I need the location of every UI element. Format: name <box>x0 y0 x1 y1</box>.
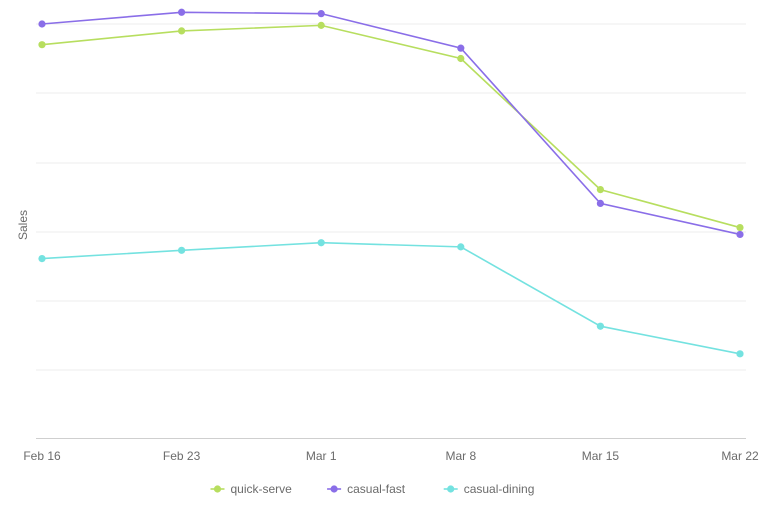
data-point <box>317 239 325 247</box>
data-point <box>596 322 605 330</box>
data-point <box>736 230 744 239</box>
x-tick-label: Feb 16 <box>23 449 61 463</box>
x-axis-ticks: Feb 16 Feb 23 Mar 1 Mar 8 Mar 15 Mar 22 <box>23 449 759 463</box>
data-point <box>178 27 186 35</box>
data-point <box>457 44 465 52</box>
y-axis-label: Sales <box>16 210 30 240</box>
legend-label: casual-dining <box>464 482 535 496</box>
data-point <box>596 186 605 194</box>
legend-swatch-marker <box>330 485 338 493</box>
legend-item-casual-dining: casual-dining <box>443 482 535 496</box>
data-point <box>736 350 744 358</box>
series-casual-fast <box>38 8 744 239</box>
series-quick-serve <box>38 21 744 232</box>
legend-label: casual-fast <box>347 482 406 496</box>
data-point <box>596 199 605 207</box>
data-point <box>736 223 744 232</box>
data-point <box>38 255 46 263</box>
x-tick-label: Mar 15 <box>582 449 620 463</box>
data-point <box>457 54 465 63</box>
x-tick-label: Mar 22 <box>721 449 759 463</box>
data-point <box>317 21 325 29</box>
data-point <box>457 243 465 251</box>
series-line <box>41 24 741 229</box>
data-point <box>38 41 46 49</box>
data-point <box>317 10 325 18</box>
legend-label: quick-serve <box>231 482 293 496</box>
x-tick-label: Mar 1 <box>306 449 337 463</box>
gridlines <box>36 23 746 371</box>
data-point <box>178 8 186 16</box>
series-line <box>41 11 741 236</box>
legend: quick-serve casual-fast casual-dining <box>210 482 535 496</box>
series-lines <box>38 8 744 358</box>
data-point <box>178 246 186 254</box>
series-line <box>41 241 741 355</box>
legend-item-casual-fast: casual-fast <box>327 482 406 496</box>
legend-item-quick-serve: quick-serve <box>210 482 293 496</box>
x-tick-label: Feb 23 <box>163 449 201 463</box>
x-tick-label: Mar 8 <box>445 449 476 463</box>
series-casual-dining <box>38 239 744 358</box>
legend-swatch-marker <box>213 485 222 493</box>
legend-swatch-marker <box>447 485 455 493</box>
data-point <box>38 20 46 28</box>
